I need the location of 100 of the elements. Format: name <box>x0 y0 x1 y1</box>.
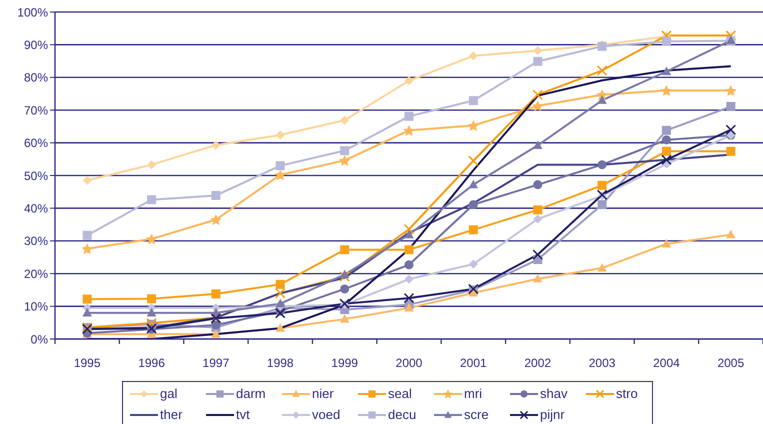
point <box>147 160 156 170</box>
point <box>404 274 414 284</box>
point <box>210 214 222 226</box>
point <box>725 85 737 96</box>
point <box>662 126 671 135</box>
y-tick-label: 50% <box>24 168 48 183</box>
point <box>468 180 478 188</box>
point <box>147 195 156 204</box>
point <box>82 294 92 304</box>
x-tick-label: 2000 <box>396 356 423 370</box>
y-tick-label: 90% <box>24 38 48 52</box>
point <box>338 155 350 166</box>
legend-label: nier <box>312 386 334 401</box>
point <box>340 314 350 323</box>
x-tick-label: 2005 <box>717 356 744 370</box>
point <box>533 274 542 282</box>
point <box>211 140 220 150</box>
y-tick-label: 0% <box>30 332 48 346</box>
y-tick-label: 80% <box>24 70 48 85</box>
y-tick-label: 100% <box>17 5 48 20</box>
point <box>404 76 414 86</box>
point <box>211 320 220 330</box>
point <box>82 308 92 316</box>
legend-label: gal <box>160 386 178 401</box>
point <box>533 214 542 224</box>
point <box>726 146 736 156</box>
point <box>468 96 478 106</box>
point <box>468 120 480 131</box>
x-tick-label: 1995 <box>74 356 101 370</box>
legend-label: mri <box>464 386 482 401</box>
point <box>726 102 736 112</box>
point <box>82 230 92 240</box>
point <box>276 298 285 308</box>
point <box>662 238 672 248</box>
point <box>468 200 478 210</box>
legend-label: ther <box>160 407 182 422</box>
point <box>533 56 542 66</box>
point <box>660 85 672 96</box>
point <box>340 146 350 156</box>
point <box>340 270 350 278</box>
point <box>533 180 542 190</box>
x-tick-label: 1999 <box>331 356 358 370</box>
point <box>533 205 542 214</box>
point <box>662 66 672 76</box>
y-tick-label: 60% <box>24 136 48 150</box>
point <box>533 140 542 150</box>
x-tick-label: 1996 <box>138 356 166 370</box>
point <box>662 146 671 156</box>
point <box>404 245 414 254</box>
legend-label: pijnr <box>540 407 565 422</box>
point <box>403 124 415 136</box>
point <box>726 230 736 238</box>
point <box>598 200 607 210</box>
point <box>662 36 671 46</box>
point <box>597 95 607 104</box>
legend-label: stro <box>616 386 638 401</box>
point <box>146 234 158 244</box>
point <box>276 130 285 140</box>
point <box>211 329 221 338</box>
point <box>82 176 92 185</box>
legend-label: seal <box>388 386 412 401</box>
x-tick-label: 2001 <box>460 356 488 370</box>
point <box>211 289 220 298</box>
y-tick-label: 40% <box>24 201 48 216</box>
x-tick-label: 2004 <box>653 356 680 370</box>
y-tick-label: 10% <box>24 300 48 314</box>
point <box>276 323 285 332</box>
legend-label: shav <box>540 386 568 401</box>
point <box>404 230 414 238</box>
point <box>598 180 607 190</box>
y-tick-label: 20% <box>24 266 48 281</box>
legend-label: tvt <box>236 407 250 422</box>
x-tick-label: 2003 <box>588 356 616 370</box>
point <box>404 260 414 270</box>
x-tick-label: 1998 <box>266 356 294 370</box>
x-tick-label: 2002 <box>524 356 552 370</box>
point <box>276 161 285 170</box>
legend-label: decu <box>388 407 416 422</box>
point <box>597 263 607 272</box>
point <box>274 169 286 180</box>
x-tick-label: 1997 <box>202 356 230 370</box>
point <box>276 280 285 289</box>
point <box>146 308 156 316</box>
point <box>468 225 478 234</box>
legend-label: darm <box>236 386 266 401</box>
legend-label: voed <box>312 407 340 422</box>
legend-label: scre <box>464 407 489 422</box>
point <box>340 245 350 254</box>
point <box>533 46 542 56</box>
y-tick-label: 70% <box>24 103 48 118</box>
point <box>662 135 671 144</box>
point <box>598 160 607 170</box>
point <box>532 100 544 112</box>
point <box>468 51 478 60</box>
point <box>147 294 156 304</box>
point <box>211 190 220 200</box>
y-tick-label: 30% <box>24 234 48 248</box>
point <box>81 243 93 254</box>
point <box>468 260 478 269</box>
point <box>340 116 350 125</box>
